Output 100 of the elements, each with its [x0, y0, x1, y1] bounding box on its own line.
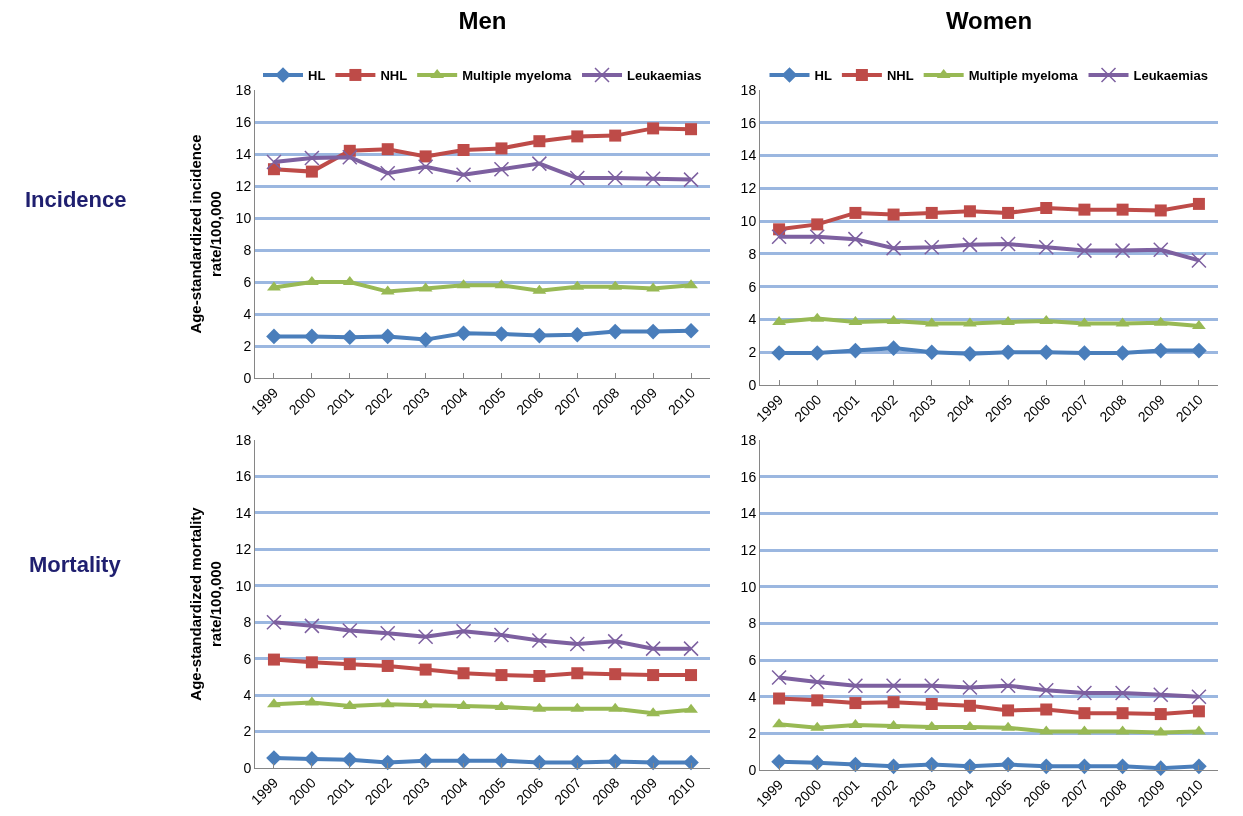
point [342, 149, 358, 165]
point [645, 171, 661, 187]
point [266, 328, 282, 345]
point [1040, 703, 1053, 716]
point [493, 627, 510, 643]
chart-title: Women [945, 6, 1033, 34]
y-tick-label: 8 [748, 615, 757, 632]
point [962, 346, 978, 362]
point [1154, 204, 1167, 217]
point [379, 625, 396, 641]
point [963, 699, 976, 712]
y-tick-label: 16 [740, 468, 757, 485]
y-tick-label: 10 [740, 213, 757, 230]
point [571, 667, 584, 680]
point [569, 327, 586, 343]
point [1114, 685, 1131, 701]
y-tick-label: 4 [748, 311, 757, 328]
y-tick-label: 18 [235, 81, 252, 98]
point [1192, 197, 1205, 210]
y-tick-label: 14 [740, 147, 757, 164]
point [419, 663, 432, 676]
y-tick-label: 12 [235, 541, 252, 558]
point [381, 659, 394, 672]
point [684, 279, 698, 289]
point [773, 692, 786, 705]
point [493, 752, 510, 769]
point [685, 123, 698, 136]
y-tick-label: 0 [748, 376, 757, 393]
point [304, 618, 320, 634]
point [455, 325, 472, 341]
point [887, 696, 900, 709]
chart-title: Men [458, 6, 507, 34]
point [609, 129, 622, 142]
point [809, 228, 825, 245]
point [533, 669, 546, 682]
point [341, 329, 358, 345]
point [1076, 758, 1093, 775]
point [683, 171, 699, 188]
point [1038, 682, 1054, 698]
point [923, 756, 940, 773]
point [455, 752, 472, 769]
y-tick-label: 2 [748, 725, 757, 742]
point [809, 345, 826, 361]
point [417, 331, 434, 348]
point [885, 758, 902, 775]
point [771, 669, 787, 686]
y-tick-label: 14 [740, 505, 757, 522]
point [809, 674, 825, 690]
point [419, 150, 432, 163]
y-tick-label: 8 [243, 241, 252, 258]
point [771, 228, 787, 245]
point [305, 656, 318, 669]
y-tick-label: 0 [243, 759, 252, 776]
point [1153, 687, 1169, 703]
y-tick-label: 18 [740, 431, 757, 448]
point [495, 142, 508, 155]
point [847, 677, 864, 694]
point [531, 632, 548, 649]
y-tick-label: 16 [740, 114, 757, 131]
point [963, 205, 976, 218]
legend-label: Leukaemias [627, 68, 702, 84]
y-tick-label: 0 [243, 369, 252, 386]
point [1152, 342, 1169, 359]
point [771, 345, 787, 361]
point [771, 753, 787, 770]
point [266, 154, 282, 170]
point [1191, 252, 1207, 269]
point [1040, 202, 1053, 214]
point [571, 130, 584, 143]
y-tick-label: 4 [243, 687, 252, 704]
point [684, 703, 698, 713]
point [925, 698, 938, 710]
point [455, 623, 472, 640]
point [341, 752, 358, 768]
point [647, 122, 660, 135]
point [1038, 239, 1054, 256]
y-axis-title: Age-standardized mortality rate/100,000 [187, 506, 224, 701]
y-tick-label: 8 [748, 245, 757, 262]
y-tick-label: 12 [740, 180, 757, 197]
point [1000, 344, 1016, 361]
point [645, 754, 661, 771]
point [457, 667, 470, 680]
point [647, 669, 660, 682]
point [962, 237, 978, 253]
y-tick-label: 6 [243, 273, 252, 290]
y-tick-label: 18 [235, 431, 252, 448]
point [962, 679, 978, 696]
point [1076, 242, 1093, 259]
text: Mortality [29, 552, 122, 577]
point [267, 698, 281, 708]
point [685, 669, 698, 682]
point [1114, 758, 1131, 775]
point [342, 622, 358, 639]
point [417, 629, 434, 645]
y-tick-label: 14 [235, 504, 252, 521]
y-tick-label: 2 [243, 337, 252, 354]
point [1000, 236, 1016, 252]
y-tick-label: 4 [748, 688, 757, 705]
point [885, 240, 902, 256]
point [1038, 344, 1055, 361]
